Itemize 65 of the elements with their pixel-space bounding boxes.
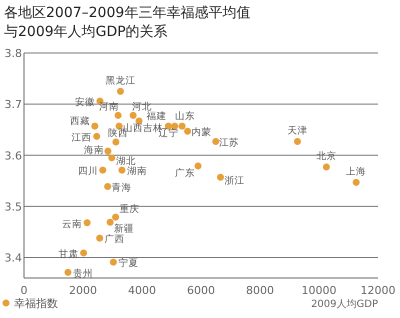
point xyxy=(216,174,224,181)
x-tick-label: 12000 xyxy=(360,284,396,297)
point xyxy=(108,154,116,162)
annotation: 河南 xyxy=(99,100,120,112)
annotation: 天津 xyxy=(287,124,308,136)
point xyxy=(110,258,117,266)
point xyxy=(114,112,122,119)
annotation: 浙江 xyxy=(224,174,244,186)
annotation: 上海 xyxy=(346,165,366,178)
point xyxy=(80,249,88,256)
annotation: 山东 xyxy=(175,110,196,122)
y-tick-label: 3.5 xyxy=(4,200,22,214)
point xyxy=(194,162,202,170)
x-tick-label: 8000 xyxy=(246,284,274,297)
legend-label: 幸福指数 xyxy=(14,297,58,310)
x-axis-title: 2009人均GDP xyxy=(311,298,378,310)
point xyxy=(106,218,114,226)
point xyxy=(91,122,98,130)
point xyxy=(99,166,106,174)
y-tick-label: 3.6 xyxy=(4,149,22,162)
x-tick-label: 2000 xyxy=(69,284,97,297)
point xyxy=(112,138,120,146)
point xyxy=(112,214,120,221)
annotation: 福建 xyxy=(146,110,166,122)
point xyxy=(93,132,100,140)
point xyxy=(104,182,112,190)
annotation: 江苏 xyxy=(218,136,239,148)
annotation: 广西 xyxy=(104,233,125,246)
x-tick-label: 6000 xyxy=(187,284,215,297)
point xyxy=(64,268,72,276)
annotation: 河北 xyxy=(132,100,152,112)
point xyxy=(352,178,360,186)
x-tick-label: 10000 xyxy=(302,284,336,297)
annotation: 贵州 xyxy=(72,267,93,280)
annotation: 西藏 xyxy=(70,115,90,128)
point xyxy=(294,138,301,145)
annotation: 湖南 xyxy=(126,165,147,178)
point xyxy=(130,112,137,119)
x-tick-label: 4000 xyxy=(128,284,156,297)
annotation: 云南 xyxy=(62,218,82,230)
point xyxy=(96,234,104,242)
annotation: 重庆 xyxy=(120,203,140,216)
annotation: 内蒙 xyxy=(192,126,212,138)
annotation: 江西 xyxy=(72,131,92,144)
annotation: 黑龙江 xyxy=(105,74,136,86)
y-tick-label: 3.4 xyxy=(4,252,22,265)
point xyxy=(322,164,330,171)
point xyxy=(118,166,126,174)
annotation: 广东 xyxy=(175,167,196,180)
point xyxy=(184,128,192,135)
y-tick-label: 3.8 xyxy=(4,47,22,60)
point xyxy=(104,148,112,155)
point xyxy=(178,122,186,130)
point xyxy=(84,219,91,226)
annotation: 海南 xyxy=(84,144,104,156)
annotation: 湖北 xyxy=(116,154,136,167)
annotation: 新疆 xyxy=(114,222,134,234)
annotation: 青海 xyxy=(112,181,132,194)
y-tick-label: 3.7 xyxy=(4,98,22,112)
annotation: 四川 xyxy=(78,165,98,178)
annotation: 宁夏 xyxy=(118,257,138,270)
point xyxy=(116,88,124,95)
chart-title: 各地区2007–2009年三年幸福感平均值与2009年人均GDP的关系 xyxy=(4,5,250,40)
point xyxy=(212,138,220,145)
x-tick-label: 0 xyxy=(20,284,28,297)
